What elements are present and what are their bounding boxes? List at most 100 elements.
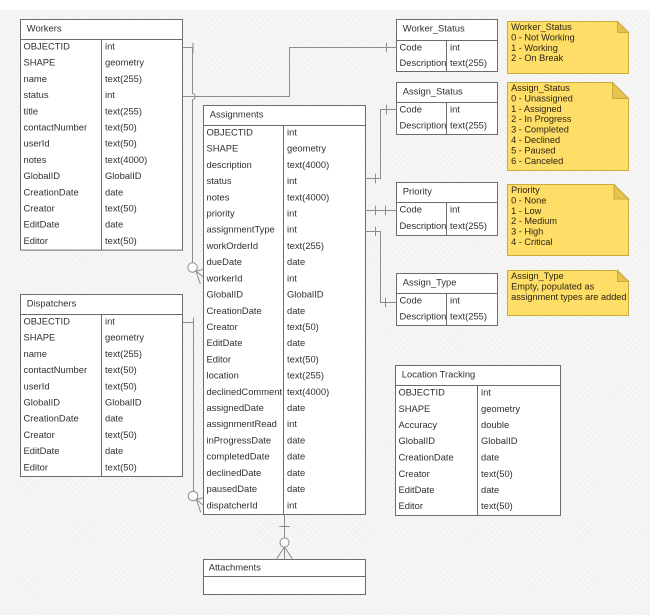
svg-text:Description: Description xyxy=(400,311,447,322)
svg-text:completedDate: completedDate xyxy=(207,451,270,462)
svg-text:text(50): text(50) xyxy=(105,429,137,440)
svg-text:notes: notes xyxy=(24,154,47,165)
svg-text:text(50): text(50) xyxy=(287,353,319,364)
svg-text:EditDate: EditDate xyxy=(399,484,435,495)
svg-text:text(255): text(255) xyxy=(450,57,487,68)
svg-text:text(255): text(255) xyxy=(287,370,324,381)
svg-text:pausedDate: pausedDate xyxy=(207,483,258,494)
svg-text:Worker_Status: Worker_Status xyxy=(403,23,465,34)
svg-text:priority: priority xyxy=(207,208,235,219)
svg-text:int: int xyxy=(287,418,297,429)
svg-text:date: date xyxy=(287,256,305,267)
svg-text:GlobalID: GlobalID xyxy=(24,397,61,408)
svg-text:int: int xyxy=(450,104,460,115)
svg-text:Dispatchers: Dispatchers xyxy=(27,298,77,309)
svg-text:notes: notes xyxy=(207,191,230,202)
svg-text:int: int xyxy=(105,89,115,100)
svg-text:date: date xyxy=(105,413,123,424)
svg-text:contactNumber: contactNumber xyxy=(24,364,88,375)
svg-text:date: date xyxy=(287,435,305,446)
svg-text:date: date xyxy=(287,483,305,494)
svg-text:text(50): text(50) xyxy=(105,364,137,375)
svg-text:0 - None: 0 - None xyxy=(511,195,546,205)
svg-text:SHAPE: SHAPE xyxy=(24,332,56,343)
svg-text:int: int xyxy=(287,208,297,219)
svg-text:int: int xyxy=(105,41,115,52)
svg-text:geometry: geometry xyxy=(105,332,144,343)
svg-text:description: description xyxy=(207,159,252,170)
svg-text:Creator: Creator xyxy=(24,203,55,214)
svg-text:Empty, populated as: Empty, populated as xyxy=(511,281,594,291)
svg-text:date: date xyxy=(287,305,305,316)
svg-text:4 - Declined: 4 - Declined xyxy=(511,135,560,145)
svg-text:text(4000): text(4000) xyxy=(287,159,329,170)
svg-text:text(50): text(50) xyxy=(481,468,513,479)
svg-text:EditDate: EditDate xyxy=(24,445,60,456)
svg-text:Description: Description xyxy=(400,57,447,68)
svg-text:name: name xyxy=(24,348,47,359)
svg-text:geometry: geometry xyxy=(481,403,520,414)
svg-text:Description: Description xyxy=(400,120,447,131)
svg-text:Accuracy: Accuracy xyxy=(399,419,438,430)
svg-text:int: int xyxy=(287,272,297,283)
svg-text:text(255): text(255) xyxy=(450,120,487,131)
svg-text:2 - Medium: 2 - Medium xyxy=(511,216,557,226)
svg-text:3 - Completed: 3 - Completed xyxy=(511,125,569,135)
svg-text:text(50): text(50) xyxy=(105,122,137,133)
svg-text:Assign_Status: Assign_Status xyxy=(403,86,463,97)
svg-text:OBJECTID: OBJECTID xyxy=(399,387,446,398)
svg-text:1 - Low: 1 - Low xyxy=(511,206,541,216)
svg-text:Editor: Editor xyxy=(24,235,49,246)
svg-text:int: int xyxy=(105,316,115,327)
svg-text:Attachments: Attachments xyxy=(209,561,261,572)
svg-text:geometry: geometry xyxy=(287,143,326,154)
svg-text:declinedComment: declinedComment xyxy=(207,386,283,397)
svg-text:Assignments: Assignments xyxy=(210,109,264,120)
svg-text:CreationDate: CreationDate xyxy=(24,413,79,424)
svg-text:userId: userId xyxy=(24,380,50,391)
svg-text:title: title xyxy=(24,105,39,116)
svg-text:OBJECTID: OBJECTID xyxy=(24,316,71,327)
svg-text:dispatcherId: dispatcherId xyxy=(207,499,258,510)
svg-text:GlobalID: GlobalID xyxy=(105,170,142,181)
svg-text:int: int xyxy=(287,499,297,510)
svg-text:0 - Not Working: 0 - Not Working xyxy=(511,32,575,42)
svg-text:1 - Assigned: 1 - Assigned xyxy=(511,104,562,114)
svg-text:0 - Unassigned: 0 - Unassigned xyxy=(511,93,573,103)
svg-text:Assign_Type: Assign_Type xyxy=(403,277,457,288)
svg-text:EditDate: EditDate xyxy=(24,219,60,230)
svg-text:text(255): text(255) xyxy=(105,348,142,359)
svg-text:Worker_Status: Worker_Status xyxy=(511,22,572,32)
svg-text:text(50): text(50) xyxy=(105,138,137,149)
svg-text:int: int xyxy=(481,387,491,398)
svg-text:geometry: geometry xyxy=(105,57,144,68)
svg-text:text(50): text(50) xyxy=(481,500,513,511)
svg-text:date: date xyxy=(287,467,305,478)
svg-text:declinedDate: declinedDate xyxy=(207,467,262,478)
svg-text:int: int xyxy=(450,204,460,215)
svg-text:Code: Code xyxy=(400,295,422,306)
svg-text:int: int xyxy=(287,224,297,235)
svg-text:Priority: Priority xyxy=(511,185,540,195)
svg-text:Description: Description xyxy=(400,220,447,231)
svg-text:assignedDate: assignedDate xyxy=(207,402,264,413)
svg-text:Assign_Status: Assign_Status xyxy=(511,83,570,93)
svg-text:date: date xyxy=(481,484,499,495)
svg-text:userId: userId xyxy=(24,138,50,149)
svg-text:Creator: Creator xyxy=(207,321,238,332)
svg-text:4 - Critical: 4 - Critical xyxy=(511,237,552,247)
svg-text:Editor: Editor xyxy=(207,353,232,364)
svg-text:text(4000): text(4000) xyxy=(287,191,329,202)
svg-text:1 - Working: 1 - Working xyxy=(511,43,558,53)
svg-text:workOrderId: workOrderId xyxy=(206,240,259,251)
svg-text:CreationDate: CreationDate xyxy=(24,186,79,197)
svg-text:6 - Canceled: 6 - Canceled xyxy=(511,156,563,166)
svg-text:SHAPE: SHAPE xyxy=(207,143,239,154)
svg-text:Editor: Editor xyxy=(24,461,49,472)
svg-text:OBJECTID: OBJECTID xyxy=(207,127,254,138)
svg-text:GlobalID: GlobalID xyxy=(105,397,142,408)
svg-text:int: int xyxy=(450,42,460,53)
svg-text:GlobalID: GlobalID xyxy=(207,289,244,300)
svg-text:text(50): text(50) xyxy=(105,461,137,472)
svg-text:text(50): text(50) xyxy=(105,203,137,214)
